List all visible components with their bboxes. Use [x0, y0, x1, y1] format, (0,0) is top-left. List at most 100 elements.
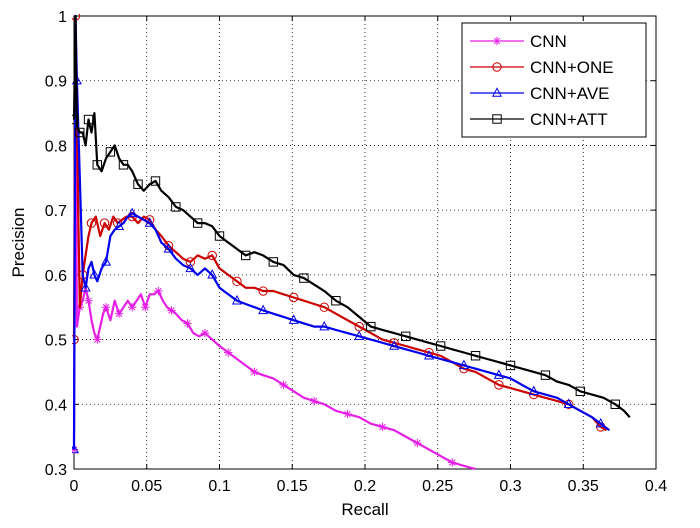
x-tick-label: 0 — [70, 478, 79, 495]
triangle-marker — [595, 417, 606, 428]
circle-marker — [99, 218, 110, 228]
tick-labels: 0 0.05 0.1 0.15 0.2 0.25 0.3 0.35 0.4 0.3 0.4 0.5 0.… — [45, 9, 667, 495]
triangle-marker — [493, 369, 504, 379]
star-marker — [448, 458, 457, 467]
triangle-marker — [423, 349, 435, 360]
square-marker — [401, 331, 411, 342]
square-marker — [575, 386, 586, 397]
legend-label: CNN+ONE — [530, 58, 614, 77]
square-marker — [214, 231, 225, 241]
square-marker — [366, 321, 376, 332]
legend-item: CNN+ONE — [470, 58, 614, 77]
series-line — [72, 14, 608, 432]
x-tick-label: 0.4 — [645, 478, 667, 495]
triangle-marker — [185, 262, 196, 273]
x-tick-label: 0.3 — [499, 478, 521, 495]
circle-marker — [86, 218, 97, 228]
square-marker — [83, 114, 94, 125]
x-tick-label: 0.35 — [568, 478, 599, 495]
y-tick-label: 0.8 — [45, 138, 67, 155]
triangle-marker — [144, 217, 155, 227]
triangle-marker — [100, 256, 112, 266]
square-marker — [171, 202, 181, 212]
x-tick-label: 0.15 — [277, 478, 308, 495]
series-cnn-plus-att — [72, 14, 631, 418]
star-marker — [492, 36, 502, 46]
legend-item: CNN+ATT — [470, 110, 608, 129]
triangle-marker — [207, 269, 218, 279]
circle-marker — [185, 257, 196, 267]
star-marker — [343, 409, 352, 419]
triangle-marker — [114, 220, 125, 231]
triangle-marker — [491, 87, 503, 97]
square-marker — [610, 399, 620, 409]
star-marker — [224, 348, 233, 357]
star-marker — [378, 422, 387, 432]
triangle-marker — [354, 330, 365, 341]
square-marker — [75, 127, 85, 138]
circle-marker — [258, 286, 268, 296]
square-marker — [92, 160, 102, 170]
square-marker — [470, 351, 481, 361]
x-tick-label: 0.05 — [131, 478, 162, 495]
square-marker — [492, 114, 502, 124]
x-axis-label: Recall — [341, 500, 388, 519]
star-marker — [101, 303, 111, 312]
star-marker — [250, 367, 259, 377]
triangle-marker — [163, 243, 174, 253]
y-tick-label: 0.5 — [45, 333, 67, 350]
x-tick-label: 0.25 — [422, 478, 453, 495]
triangle-marker — [389, 340, 400, 350]
triangle-marker — [80, 282, 91, 292]
triangle-marker — [89, 269, 100, 279]
triangle-marker — [528, 385, 539, 396]
y-tick-label: 0.6 — [45, 268, 67, 285]
square-marker — [540, 370, 551, 380]
square-marker — [435, 341, 446, 351]
legend-item: CNN+AVE — [470, 84, 610, 103]
series-cnn — [72, 14, 476, 471]
x-tick-label: 0.2 — [354, 478, 376, 495]
star-marker — [128, 303, 137, 312]
square-marker — [105, 147, 116, 157]
circle-marker — [494, 380, 504, 390]
legend: CNN CNN+ONE CNN+AVE CNN+ATT — [461, 22, 647, 138]
y-tick-label: 0.9 — [45, 74, 67, 91]
y-tick-label: 0.7 — [45, 203, 67, 220]
y-tick-label: 0.4 — [45, 397, 67, 414]
triangle-marker — [458, 359, 469, 370]
square-marker — [505, 360, 516, 371]
legend-item: CNN — [470, 32, 567, 51]
star-marker — [279, 380, 288, 390]
square-marker — [118, 160, 129, 170]
legend-label: CNN+AVE — [530, 84, 610, 103]
square-marker — [150, 176, 161, 186]
circle-marker — [207, 250, 217, 261]
legend-label: CNN — [530, 32, 567, 51]
triangle-marker — [258, 304, 269, 315]
star-marker — [93, 335, 102, 344]
triangle-marker — [288, 314, 299, 324]
triangle-marker — [319, 320, 330, 331]
square-marker — [240, 250, 251, 261]
circle-marker — [319, 302, 329, 312]
triangle-marker — [563, 398, 574, 408]
triangle-marker — [127, 207, 138, 218]
legend-label: CNN+ATT — [530, 110, 608, 129]
square-marker — [268, 257, 279, 267]
circle-marker — [232, 276, 242, 287]
x-tick-label: 0.1 — [208, 478, 230, 495]
circle-marker — [289, 292, 299, 303]
square-marker — [299, 273, 309, 283]
star-marker — [154, 286, 163, 296]
star-marker — [200, 328, 210, 338]
star-marker — [309, 396, 319, 406]
series-line — [72, 14, 476, 471]
series-area — [72, 14, 631, 471]
y-tick-label: 1 — [58, 9, 67, 26]
series-line — [72, 14, 611, 450]
square-marker — [72, 114, 79, 125]
star-marker — [114, 309, 124, 318]
star-marker — [141, 303, 150, 312]
